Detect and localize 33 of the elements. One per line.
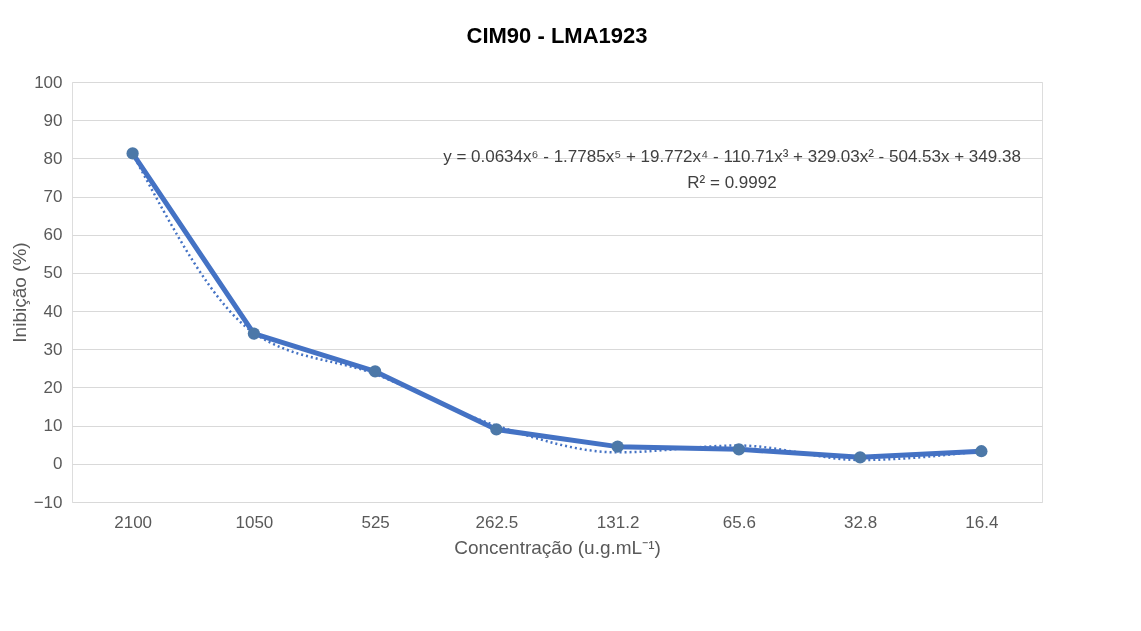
point: [490, 423, 503, 436]
x-tick-label: 65.6: [722, 512, 756, 532]
y-tick-label: 60: [43, 225, 63, 245]
x-tick-label: 32.8: [844, 512, 878, 532]
x-tick-label: 2100: [114, 512, 153, 532]
point: [732, 443, 745, 456]
annotation: R² = 0.9992: [687, 173, 777, 192]
x-tick-label: 525: [361, 512, 390, 532]
x-tick-label: 1050: [235, 512, 274, 532]
annotation: y = 0.0634x⁶ - 1.7785x⁵ + 19.772x⁴ - 110.71x³ + 329.03x² - 504.53x + 349.38: [443, 147, 1021, 166]
point: [369, 365, 382, 378]
x-tick-label: 131.2: [596, 512, 640, 532]
y-tick-label: 90: [43, 110, 63, 130]
point: [975, 445, 988, 458]
y-axis-title: Inibição (%): [8, 242, 30, 343]
chart-title: CIM90 - LMA1923: [466, 23, 648, 48]
y-tick-label: 0: [53, 454, 63, 474]
point: [247, 327, 260, 340]
y-tick-label: 80: [43, 148, 63, 168]
y-tick-label: −10: [33, 492, 63, 512]
x-axis-title: Concentração (u.g.mL⁻¹): [454, 536, 661, 558]
y-tick-label: 50: [43, 263, 63, 283]
y-tick-label: 20: [43, 377, 63, 397]
y-tick-label: 10: [43, 416, 63, 436]
point: [611, 440, 624, 453]
point: [854, 451, 867, 464]
x-tick-label: 262.5: [475, 512, 519, 532]
y-tick-label: 70: [43, 187, 63, 207]
y-tick-label: 40: [43, 301, 63, 321]
point: [126, 147, 139, 160]
y-tick-label: 100: [34, 72, 63, 92]
x-tick-label: 16.4: [965, 512, 999, 532]
y-tick-label: 30: [43, 339, 63, 359]
